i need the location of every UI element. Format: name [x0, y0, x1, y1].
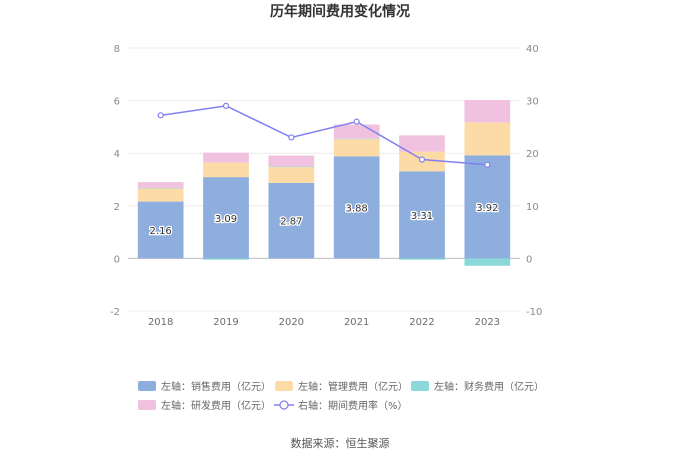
bar-value-label: 2.87 [280, 217, 302, 228]
x-tick-label: 2018 [148, 317, 173, 328]
rate-line [157, 102, 491, 168]
bar-segment [268, 182, 315, 259]
legend: 左轴：销售费用（亿元） 左轴：管理费用（亿元） 左轴：财务费用（亿元） 左轴：研发费用… [138, 380, 544, 412]
left-tick-label: 6 [114, 97, 120, 108]
bar-value-label: 2.16 [150, 226, 172, 237]
bar-segment [333, 156, 380, 259]
right-tick-label: 30 [526, 97, 539, 108]
bar-segment [268, 155, 315, 167]
legend-label: 左轴：财务费用（亿元） [434, 380, 544, 393]
bar-segment [464, 122, 511, 156]
legend-line-marker [279, 400, 289, 410]
left-tick-label: 2 [114, 202, 120, 213]
bar-segment [137, 201, 184, 259]
x-tick-label: 2019 [213, 317, 238, 328]
bar-segment [203, 177, 249, 259]
legend-swatch [138, 400, 156, 410]
left-tick-label: 0 [114, 254, 120, 265]
bar-segment [203, 162, 249, 178]
legend-swatch [411, 381, 429, 391]
source-text: 数据来源：恒生聚源 [291, 436, 390, 450]
bar-segment [137, 188, 184, 202]
rate-point [288, 134, 295, 141]
x-tick-label: 2023 [475, 317, 500, 328]
bar-segment [399, 135, 445, 152]
left-tick-label: 4 [114, 149, 120, 160]
bar-segment [464, 155, 511, 259]
bar-segment [464, 258, 511, 266]
right-axis: -10 0 10 20 30 40 [526, 44, 542, 318]
bar-segment [203, 152, 249, 163]
right-tick-label: 0 [526, 254, 532, 265]
rate-point [222, 102, 230, 109]
x-tick-label: 2021 [344, 317, 369, 328]
rate-line-path [160, 105, 488, 166]
left-axis: -2 0 2 4 6 8 [110, 44, 120, 318]
bar-value-label: 3.88 [346, 203, 368, 214]
bar-value-label: 3.31 [411, 211, 433, 222]
legend-swatch [275, 381, 293, 391]
bar-value-label: 3.09 [215, 214, 237, 225]
legend-label: 左轴：销售费用（亿元） [161, 380, 271, 393]
bar-segment [333, 138, 380, 140]
bar-segment [268, 167, 315, 183]
right-tick-label: 40 [526, 44, 539, 55]
bar-segment [268, 166, 315, 168]
x-tick-label: 2022 [409, 317, 434, 328]
bar-segment [464, 100, 511, 123]
chart-title: 历年期间费用变化情况 [270, 3, 410, 20]
bar-segment [137, 187, 184, 189]
bar-segment [137, 182, 184, 188]
legend-label: 左轴：研发费用（亿元） [161, 399, 271, 412]
right-tick-label: 10 [526, 202, 539, 213]
x-tick-label: 2020 [279, 317, 304, 328]
bar-segment [399, 258, 445, 260]
bar-segment [399, 171, 445, 259]
rate-point [484, 161, 491, 168]
left-tick-label: 8 [114, 44, 120, 55]
bar-value-label: 3.92 [476, 203, 498, 214]
right-tick-label: -10 [526, 307, 542, 318]
bars: 2.16 3.09 2.87 3.88 3.31 3.92 [137, 100, 511, 266]
left-tick-label: -2 [110, 307, 120, 318]
legend-label: 左轴：管理费用（亿元） [298, 380, 408, 393]
rate-point [418, 156, 426, 163]
x-axis-labels: 2018 2019 2020 2021 2022 2023 [148, 317, 500, 328]
legend-label: 右轴：期间费用率（%） [298, 399, 408, 412]
bar-segment [203, 258, 249, 260]
rate-point [353, 118, 360, 125]
legend-swatch [138, 381, 156, 391]
rate-point [157, 112, 164, 119]
grid-lines [128, 47, 520, 312]
bar-segment [333, 139, 380, 157]
right-tick-label: 20 [526, 149, 539, 160]
